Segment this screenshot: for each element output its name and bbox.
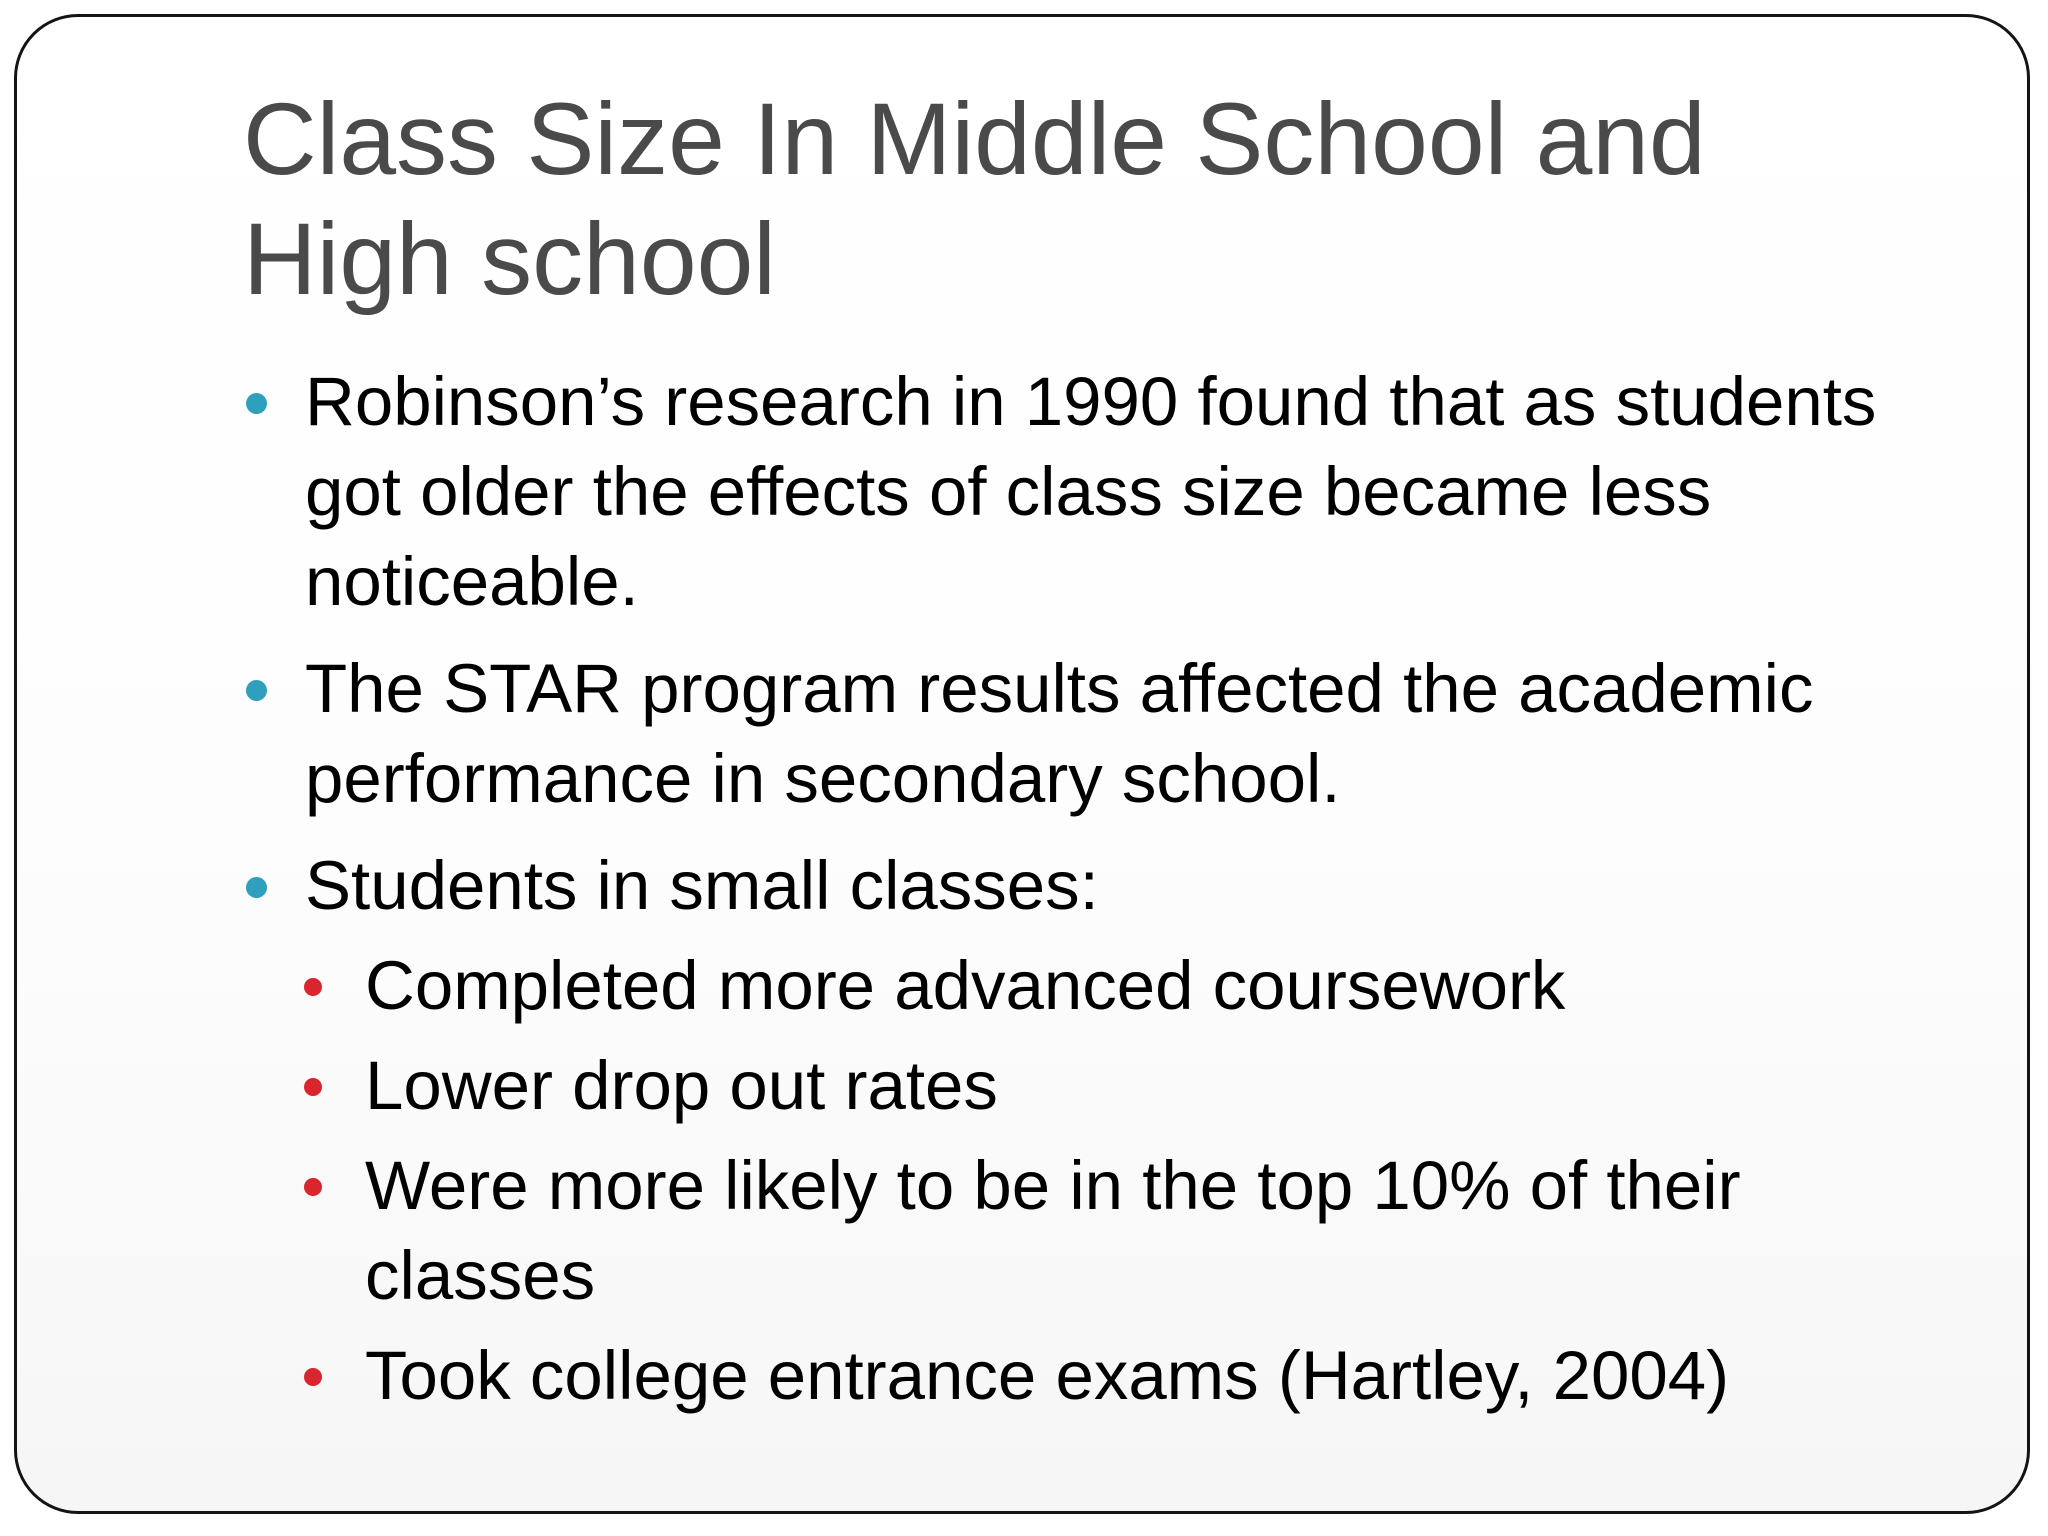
sub-bullet-item-top-ten: Were more likely to be in the top 10% of…	[303, 1141, 1983, 1321]
slide-title: Class Size In Middle School and High sch…	[243, 79, 1843, 319]
bullet-item-star-program: The STAR program results affected the ac…	[243, 644, 1983, 824]
bullet-item-robinson: Robinson’s research in 1990 found that a…	[243, 357, 1983, 627]
sub-bullet-list: Completed more advanced coursework Lower…	[303, 941, 1983, 1421]
sub-bullet-text: Lower drop out rates	[365, 1047, 998, 1124]
slide-title-line-2: High school	[243, 202, 776, 316]
sub-bullet-text: Completed more advanced coursework	[365, 947, 1566, 1024]
bullet-dot-icon	[246, 877, 267, 898]
bullet-dot-icon	[246, 393, 267, 414]
bullet-text: The STAR program results affected the ac…	[305, 650, 1814, 817]
sub-bullet-text: Took college entrance exams (Hartley, 20…	[365, 1337, 1730, 1414]
sub-bullet-dot-icon	[304, 978, 322, 996]
bullet-dot-icon	[246, 680, 267, 701]
sub-bullet-text: Were more likely to be in the top 10% of…	[365, 1147, 1741, 1314]
sub-bullet-dot-icon	[304, 1078, 322, 1096]
sub-bullet-dot-icon	[304, 1178, 322, 1196]
slide-title-line-1: Class Size In Middle School and	[243, 82, 1706, 196]
sub-bullet-dot-icon	[304, 1368, 322, 1386]
sub-bullet-item-drop-out: Lower drop out rates	[303, 1041, 1983, 1131]
slide-frame: Class Size In Middle School and High sch…	[14, 14, 2030, 1514]
sub-bullet-item-entrance-exams: Took college entrance exams (Hartley, 20…	[303, 1331, 1983, 1421]
bullet-item-small-classes: Students in small classes: Completed mor…	[243, 841, 1983, 1421]
bullet-text: Students in small classes:	[305, 847, 1099, 924]
bullet-list: Robinson’s research in 1990 found that a…	[243, 357, 1983, 1438]
bullet-text: Robinson’s research in 1990 found that a…	[305, 363, 1877, 620]
sub-bullet-item-coursework: Completed more advanced coursework	[303, 941, 1983, 1031]
